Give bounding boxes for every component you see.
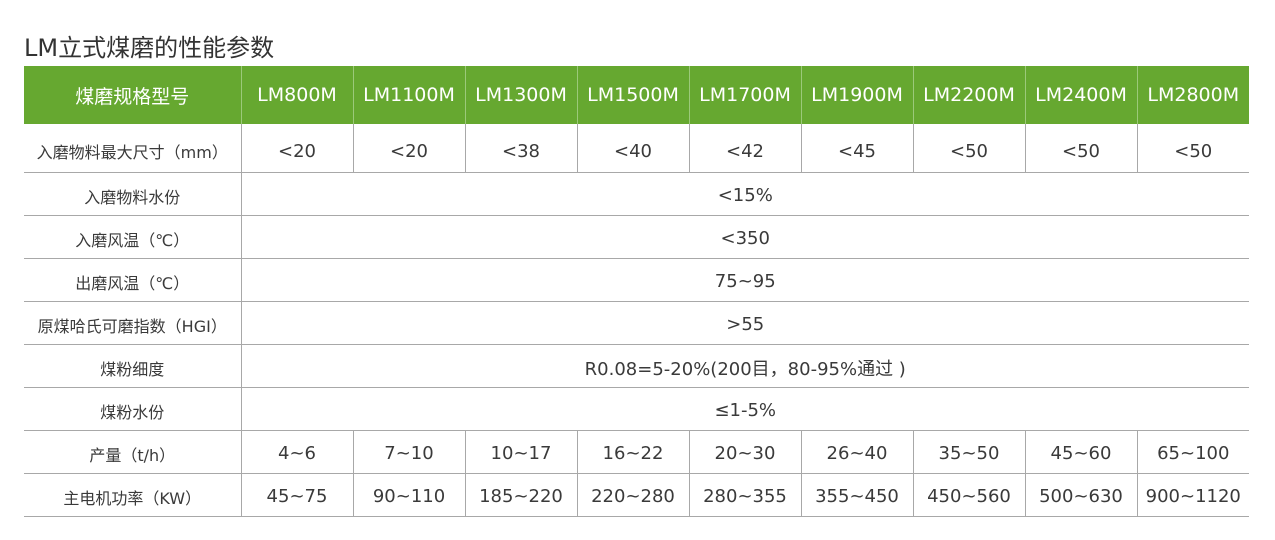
- table-cell: 280~355: [688, 473, 801, 517]
- table-cell: 4~6: [240, 430, 353, 474]
- table-cell-span: >55: [240, 301, 1249, 345]
- row-label: 出磨风温（℃）: [24, 258, 241, 302]
- table-cell: 185~220: [464, 473, 577, 517]
- model-header: LM2200M: [912, 66, 1025, 124]
- table-cell: 10~17: [464, 430, 577, 474]
- table-cell: <50: [1024, 124, 1137, 173]
- table-cell: 45~75: [240, 473, 353, 517]
- table-cell: <38: [464, 124, 577, 173]
- row-label: 煤粉细度: [24, 344, 241, 388]
- model-header: LM1300M: [464, 66, 577, 124]
- table-row: 煤粉水份 ≤1-5%: [24, 387, 1249, 431]
- table-cell: <40: [576, 124, 689, 173]
- table-cell: 45~60: [1024, 430, 1137, 474]
- table-cell: <20: [240, 124, 353, 173]
- table-cell: <50: [912, 124, 1025, 173]
- table-cell: 90~110: [352, 473, 465, 517]
- table-cell: 355~450: [800, 473, 913, 517]
- model-header: LM1500M: [576, 66, 689, 124]
- table-cell: 7~10: [352, 430, 465, 474]
- header-row: 煤磨规格型号 LM800M LM1100M LM1300M LM1500M LM1700…: [24, 66, 1249, 124]
- table-cell-span: ≤1-5%: [240, 387, 1249, 431]
- model-header: LM800M: [240, 66, 353, 124]
- row-label: 原煤哈氏可磨指数（HGI）: [24, 301, 241, 345]
- table-cell: 900~1120: [1136, 473, 1249, 517]
- table-cell: 220~280: [576, 473, 689, 517]
- row-label: 入磨物料水份: [24, 172, 241, 216]
- table-cell: 26~40: [800, 430, 913, 474]
- table-cell: 450~560: [912, 473, 1025, 517]
- table-row: 主电机功率（KW） 45~75 90~110 185~220 220~280 280~35…: [24, 473, 1249, 517]
- table-row: 出磨风温（℃） 75~95: [24, 258, 1249, 302]
- table-cell: <42: [688, 124, 801, 173]
- model-header: LM1900M: [800, 66, 913, 124]
- table-row: 产量（t/h） 4~6 7~10 10~17 16~22 20~30 26~40 35~50 4…: [24, 430, 1249, 474]
- model-header: LM2800M: [1136, 66, 1249, 124]
- table-cell-span: <15%: [240, 172, 1249, 216]
- row-label: 主电机功率（KW）: [24, 473, 241, 517]
- table-row: 入磨物料最大尺寸（mm） <20 <20 <38 <40 <42 <45 <50 <50 <50: [24, 124, 1249, 173]
- row-label: 煤粉水份: [24, 387, 241, 431]
- model-header: LM1700M: [688, 66, 801, 124]
- table-row: 原煤哈氏可磨指数（HGI） >55: [24, 301, 1249, 345]
- page-title: LM立式煤磨的性能参数: [24, 34, 275, 62]
- table-cell: <20: [352, 124, 465, 173]
- table-row: 入磨物料水份 <15%: [24, 172, 1249, 216]
- table-cell: 35~50: [912, 430, 1025, 474]
- row-label: 入磨风温（℃）: [24, 215, 241, 259]
- table-cell: 65~100: [1136, 430, 1249, 474]
- table-cell: 500~630: [1024, 473, 1137, 517]
- table-cell: 20~30: [688, 430, 801, 474]
- header-label: 煤磨规格型号: [24, 66, 241, 124]
- table-cell: <50: [1136, 124, 1249, 173]
- table-row: 煤粉细度 R0.08=5-20%(200目，80-95%通过 ): [24, 344, 1249, 388]
- table-cell-span: R0.08=5-20%(200目，80-95%通过 ): [240, 344, 1249, 388]
- table-cell-span: 75~95: [240, 258, 1249, 302]
- row-label: 产量（t/h）: [24, 430, 241, 474]
- model-header: LM2400M: [1024, 66, 1137, 124]
- performance-table: 煤磨规格型号 LM800M LM1100M LM1300M LM1500M LM1700…: [24, 66, 1249, 517]
- row-label: 入磨物料最大尺寸（mm）: [24, 124, 241, 173]
- table-cell: 16~22: [576, 430, 689, 474]
- table-cell-span: <350: [240, 215, 1249, 259]
- model-header: LM1100M: [352, 66, 465, 124]
- table-cell: <45: [800, 124, 913, 173]
- table-row: 入磨风温（℃） <350: [24, 215, 1249, 259]
